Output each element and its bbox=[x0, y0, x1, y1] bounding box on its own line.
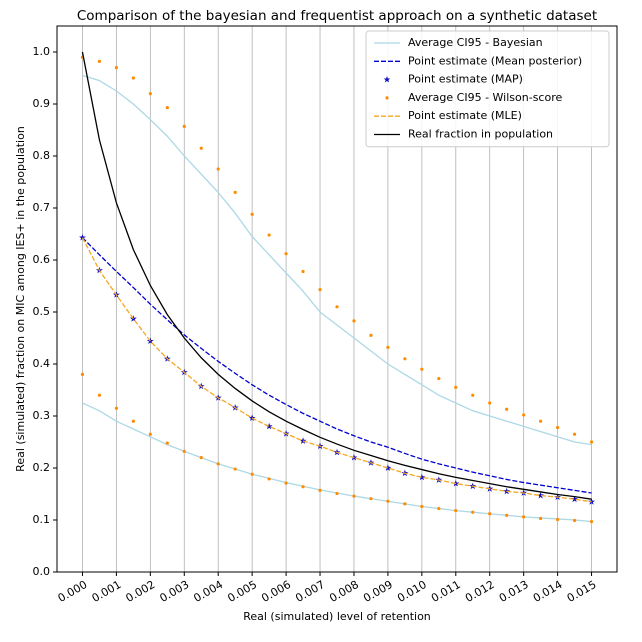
y-tick-label: 0.0 bbox=[33, 565, 51, 578]
dot-marker bbox=[488, 512, 492, 516]
legend-label: Average CI95 - Bayesian bbox=[408, 36, 543, 49]
dot-marker bbox=[488, 401, 492, 405]
dot-marker bbox=[505, 407, 509, 411]
dot-marker bbox=[267, 233, 271, 237]
legend-label: Average CI95 - Wilson-score bbox=[408, 91, 562, 104]
dot-marker bbox=[335, 491, 339, 496]
legend: Average CI95 - Bayesian Point estimate (M… bbox=[365, 30, 610, 148]
dot-marker bbox=[505, 513, 509, 517]
dot-marker bbox=[572, 518, 577, 523]
dot-marker bbox=[454, 509, 458, 513]
star-marker bbox=[384, 464, 392, 471]
legend-box bbox=[365, 30, 610, 148]
dot-marker bbox=[267, 477, 271, 481]
dot-marker bbox=[420, 504, 424, 509]
dot-marker bbox=[80, 372, 85, 376]
chart-title: Comparison of the bayesian and frequenti… bbox=[77, 8, 597, 24]
legend-label: Point estimate (Mean posterior) bbox=[408, 54, 582, 67]
dot-marker bbox=[114, 406, 118, 410]
dot-marker bbox=[369, 497, 373, 501]
dot-marker bbox=[199, 146, 203, 150]
dot-marker bbox=[539, 419, 543, 423]
dot-marker bbox=[386, 499, 390, 503]
y-tick-label: 0.5 bbox=[33, 305, 51, 318]
dot-marker bbox=[572, 432, 577, 436]
y-tick-label: 0.7 bbox=[33, 201, 51, 214]
y-tick-label: 0.2 bbox=[33, 461, 51, 474]
dot-marker bbox=[556, 517, 560, 522]
axes-frame bbox=[56, 25, 618, 573]
series-line bbox=[81, 237, 592, 503]
y-tick-label: 0.1 bbox=[33, 513, 51, 526]
series-line bbox=[81, 237, 592, 494]
y-tick-label: 0.4 bbox=[33, 357, 51, 370]
dot-marker bbox=[114, 66, 118, 70]
dot-marker bbox=[148, 432, 152, 436]
dot-marker bbox=[182, 124, 186, 128]
star-marker bbox=[299, 437, 307, 444]
dot-marker bbox=[386, 345, 390, 349]
dot-marker bbox=[216, 167, 220, 171]
dot-marker bbox=[301, 269, 305, 274]
dot-marker bbox=[471, 510, 475, 514]
dot-marker bbox=[301, 485, 305, 489]
dot-marker bbox=[420, 367, 424, 371]
dot-marker bbox=[403, 502, 407, 506]
y-tick-label: 1.0 bbox=[33, 45, 51, 58]
dot-marker bbox=[182, 449, 186, 453]
dot-marker bbox=[199, 456, 203, 460]
dot-marker bbox=[318, 288, 322, 292]
dot-marker bbox=[454, 385, 458, 389]
dot-marker bbox=[589, 519, 594, 524]
series-line bbox=[82, 74, 592, 446]
dot-marker bbox=[403, 357, 407, 361]
dot-marker bbox=[522, 515, 526, 519]
dot-marker bbox=[437, 506, 441, 511]
dot-marker bbox=[250, 472, 254, 476]
dot-marker bbox=[318, 488, 322, 492]
y-tick-label: 0.6 bbox=[33, 253, 51, 266]
dot-marker bbox=[522, 413, 526, 417]
dot-marker bbox=[165, 106, 169, 110]
y-tick-label: 0.9 bbox=[33, 97, 51, 110]
legend-label: Real fraction in population bbox=[408, 128, 553, 141]
series-line bbox=[81, 51, 592, 500]
x-axis-label: Real (simulated) level of retention bbox=[243, 610, 431, 623]
dot-marker bbox=[284, 481, 288, 485]
star-marker bbox=[265, 422, 273, 430]
dot-marker bbox=[250, 212, 254, 216]
dot-marker bbox=[284, 252, 288, 256]
dot-marker bbox=[437, 376, 441, 381]
y-axis-label: Real (simulated) fraction on MIC among I… bbox=[14, 126, 27, 472]
dot-marker bbox=[216, 462, 220, 466]
dot-marker bbox=[148, 92, 152, 96]
legend-swatch bbox=[385, 96, 389, 100]
y-tick-label: 0.3 bbox=[33, 409, 51, 422]
legend-swatch bbox=[383, 76, 391, 83]
dot-marker bbox=[233, 190, 237, 194]
legend-label: Point estimate (MAP) bbox=[408, 73, 523, 86]
dot-marker bbox=[131, 76, 135, 80]
dot-marker bbox=[369, 333, 373, 337]
dot-marker bbox=[539, 516, 543, 521]
star-marker bbox=[537, 491, 545, 499]
dot-marker bbox=[233, 467, 237, 471]
dot-marker bbox=[97, 59, 102, 63]
y-tick-label: 0.8 bbox=[33, 149, 51, 162]
dot-marker bbox=[589, 440, 594, 444]
dot-marker bbox=[556, 425, 560, 430]
legend-label: Point estimate (MLE) bbox=[408, 109, 522, 122]
dot-marker bbox=[131, 419, 135, 423]
dot-marker bbox=[352, 494, 356, 498]
star-marker bbox=[418, 473, 426, 481]
dot-marker bbox=[352, 319, 356, 323]
dot-marker bbox=[97, 393, 102, 397]
dot-marker bbox=[335, 305, 339, 309]
dot-marker bbox=[165, 441, 169, 445]
star-marker bbox=[571, 495, 578, 503]
star-marker bbox=[79, 234, 86, 241]
dot-marker bbox=[471, 393, 475, 397]
